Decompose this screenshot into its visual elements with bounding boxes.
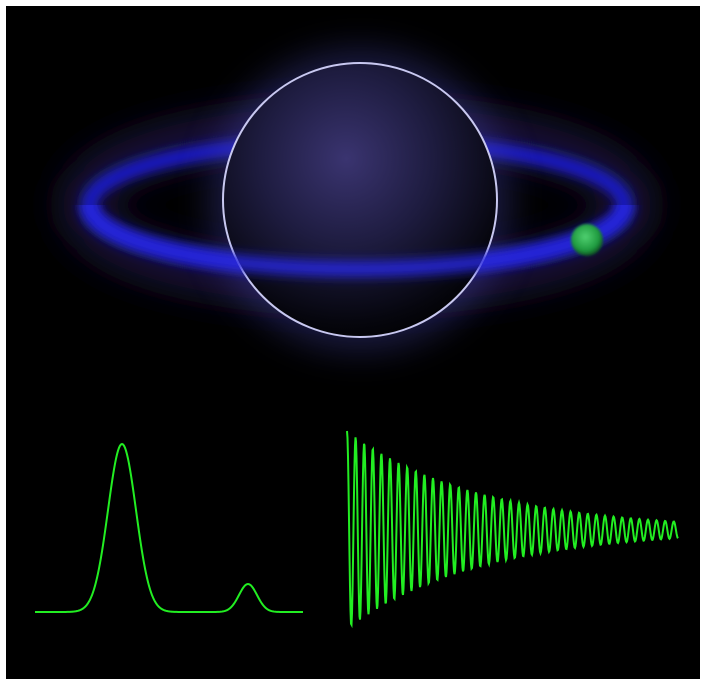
page: (() => { let d = ''; for (let x = 35; x … (0, 0, 706, 685)
planet (223, 63, 497, 337)
moon (571, 224, 603, 256)
scene (0, 0, 706, 685)
